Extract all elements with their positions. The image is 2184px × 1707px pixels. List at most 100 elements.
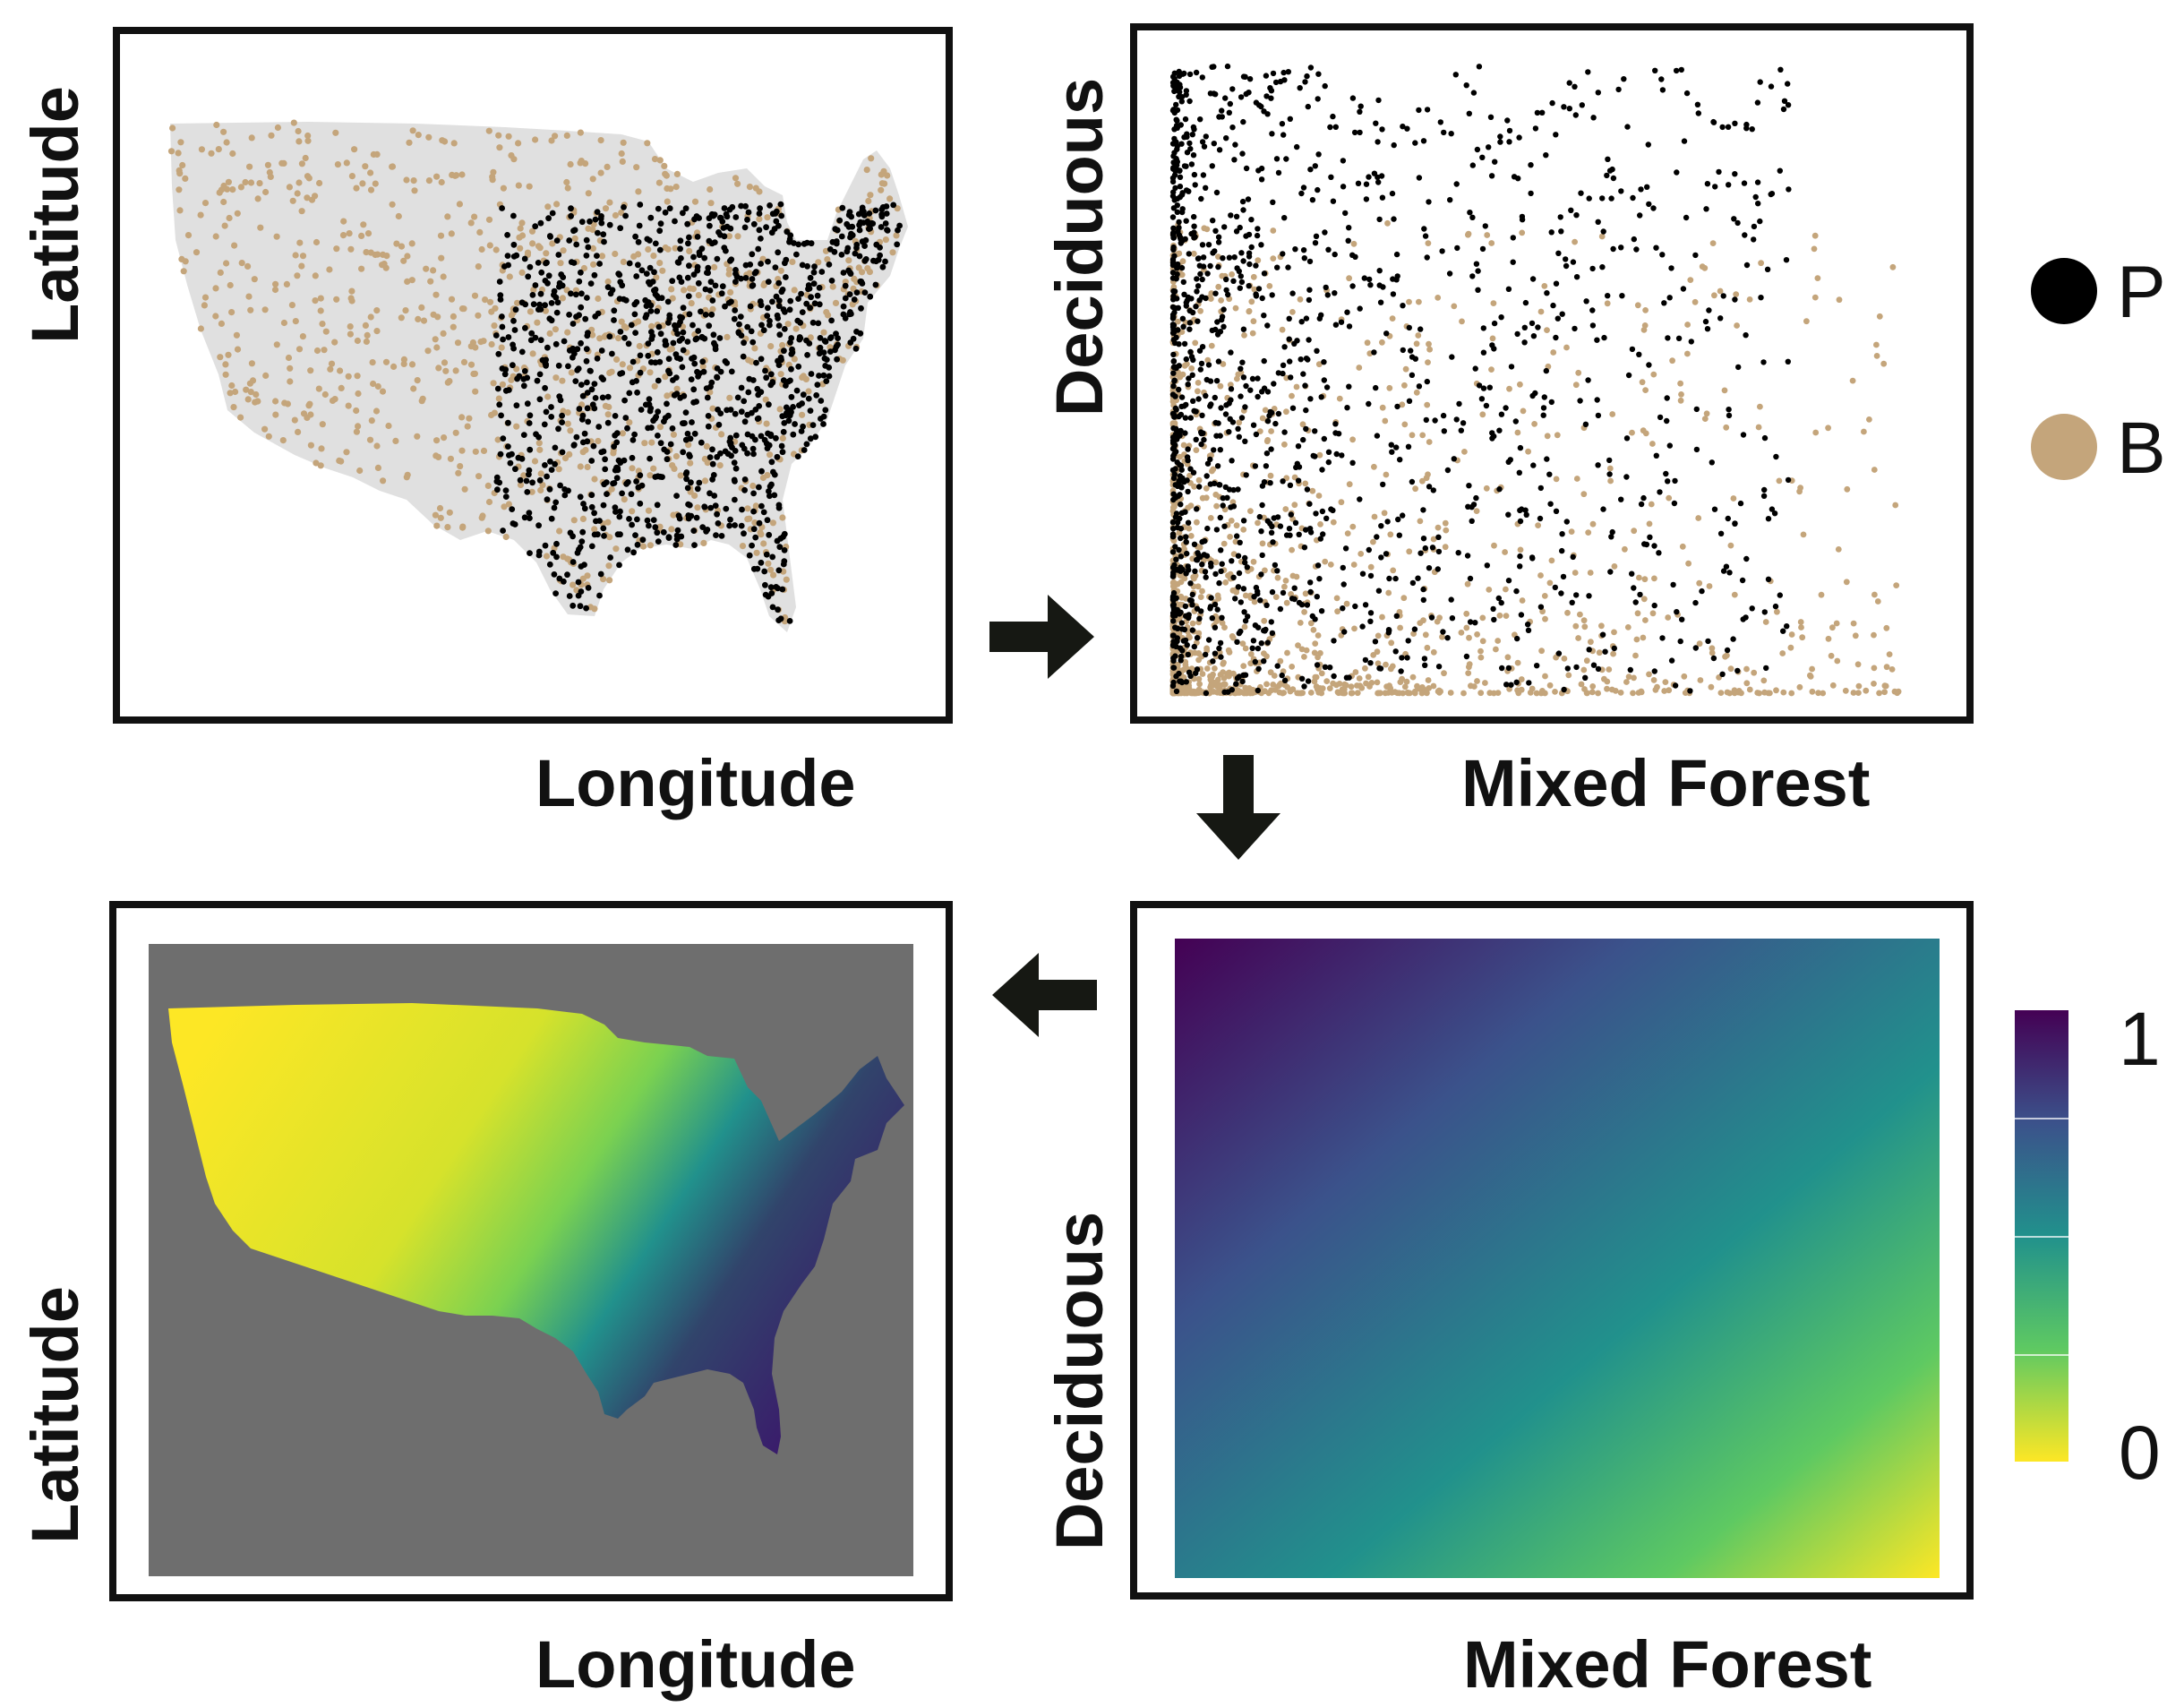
- background-point: [1259, 540, 1266, 547]
- presence-point: [561, 492, 569, 499]
- presence-point: [1564, 665, 1571, 672]
- presence-point: [1341, 629, 1348, 635]
- presence-point: [1173, 86, 1179, 92]
- presence-point: [1286, 336, 1292, 342]
- presence-point: [1294, 143, 1300, 150]
- background-point: [448, 230, 455, 237]
- background-point: [1195, 380, 1202, 386]
- presence-point: [731, 459, 738, 466]
- background-point: [1580, 491, 1588, 498]
- background-point: [1204, 356, 1212, 364]
- presence-point: [1666, 295, 1673, 301]
- presence-point: [1212, 650, 1219, 656]
- background-point: [381, 261, 388, 268]
- presence-point: [1785, 81, 1791, 87]
- presence-point: [1754, 99, 1761, 106]
- presence-point: [603, 479, 610, 485]
- background-point: [1193, 690, 1200, 697]
- background-point: [635, 188, 642, 195]
- panel-surface: [1130, 901, 1974, 1600]
- presence-point: [1179, 71, 1186, 77]
- background-point: [1631, 674, 1637, 682]
- background-point: [1894, 690, 1901, 697]
- background-point: [296, 239, 304, 246]
- presence-point: [763, 551, 770, 558]
- background-point: [502, 533, 510, 541]
- presence-point: [622, 212, 629, 219]
- presence-point: [720, 225, 727, 231]
- presence-point: [1178, 564, 1184, 570]
- presence-point: [596, 261, 603, 267]
- background-point: [605, 562, 612, 570]
- background-point: [444, 524, 451, 531]
- presence-point: [732, 410, 739, 417]
- presence-point: [1517, 553, 1523, 560]
- background-point: [228, 309, 236, 316]
- background-point: [1241, 332, 1247, 339]
- presence-point: [584, 379, 590, 386]
- background-point: [544, 393, 552, 400]
- presence-point: [878, 224, 885, 230]
- background-point: [763, 420, 770, 427]
- presence-point: [1183, 88, 1190, 94]
- presence-point: [1633, 246, 1640, 253]
- background-point: [1572, 238, 1578, 245]
- background-point: [212, 233, 219, 240]
- background-point: [237, 184, 244, 191]
- presence-point: [1772, 603, 1779, 610]
- presence-point: [1264, 418, 1272, 425]
- background-point: [691, 492, 698, 499]
- presence-point: [1207, 262, 1213, 270]
- presence-point: [1643, 541, 1650, 548]
- presence-point: [1408, 347, 1414, 354]
- presence-point: [750, 526, 758, 533]
- presence-point: [1446, 270, 1453, 277]
- presence-point: [579, 528, 587, 536]
- presence-point: [1296, 531, 1302, 537]
- presence-point: [1268, 446, 1274, 452]
- presence-point: [1499, 665, 1505, 672]
- background-point: [1336, 681, 1343, 687]
- background-point: [398, 243, 406, 250]
- background-point: [1743, 665, 1750, 673]
- background-point: [1442, 544, 1449, 551]
- background-point: [495, 395, 502, 402]
- presence-point: [758, 236, 764, 242]
- background-point: [1435, 295, 1442, 301]
- presence-point: [656, 227, 664, 235]
- presence-point: [604, 491, 610, 497]
- presence-point: [555, 362, 562, 369]
- background-point: [619, 361, 626, 368]
- presence-point: [1342, 545, 1349, 552]
- presence-point: [545, 272, 552, 279]
- background-point: [1473, 508, 1480, 514]
- background-point: [1721, 387, 1728, 394]
- background-point: [1349, 523, 1357, 530]
- presence-point: [1199, 242, 1206, 248]
- presence-point: [1306, 287, 1313, 293]
- presence-point: [1205, 242, 1212, 248]
- background-point: [756, 188, 763, 195]
- presence-point: [814, 382, 821, 388]
- background-point: [1646, 671, 1652, 678]
- background-point: [437, 232, 445, 239]
- background-point: [1400, 595, 1408, 602]
- presence-point: [1322, 82, 1328, 90]
- presence-point: [1492, 159, 1498, 165]
- presence-point: [1172, 624, 1178, 630]
- presence-point: [578, 538, 586, 545]
- background-point: [312, 272, 319, 279]
- presence-point: [654, 529, 661, 536]
- presence-point: [1177, 184, 1184, 190]
- background-point: [1696, 640, 1703, 648]
- presence-point: [861, 257, 869, 264]
- presence-point: [1235, 486, 1241, 493]
- background-point: [1539, 688, 1546, 694]
- presence-point: [1172, 405, 1179, 412]
- presence-point: [811, 300, 818, 307]
- presence-point: [1726, 570, 1733, 576]
- background-point: [419, 395, 426, 402]
- background-point: [306, 400, 313, 407]
- presence-point: [1558, 590, 1564, 596]
- presence-point: [1173, 139, 1179, 145]
